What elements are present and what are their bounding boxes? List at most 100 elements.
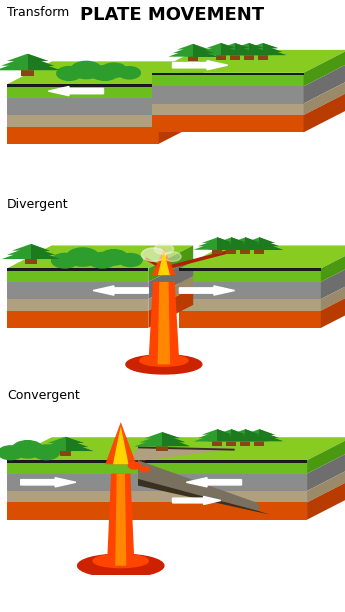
Polygon shape	[245, 237, 261, 243]
Polygon shape	[7, 282, 148, 299]
Polygon shape	[7, 61, 204, 84]
Polygon shape	[138, 479, 183, 520]
Polygon shape	[221, 43, 236, 48]
Polygon shape	[231, 429, 247, 435]
Polygon shape	[231, 237, 247, 243]
Polygon shape	[245, 429, 261, 435]
Polygon shape	[235, 45, 254, 52]
Polygon shape	[144, 432, 180, 438]
Polygon shape	[152, 86, 304, 103]
Circle shape	[100, 250, 128, 265]
Circle shape	[71, 61, 102, 78]
Polygon shape	[148, 245, 193, 282]
Polygon shape	[321, 259, 345, 299]
Polygon shape	[31, 248, 60, 259]
Polygon shape	[179, 282, 321, 299]
Polygon shape	[193, 46, 214, 53]
Polygon shape	[148, 259, 193, 299]
Polygon shape	[211, 47, 258, 55]
Ellipse shape	[93, 554, 148, 567]
Polygon shape	[247, 43, 278, 48]
Polygon shape	[179, 245, 345, 269]
Polygon shape	[205, 43, 236, 48]
Polygon shape	[152, 73, 304, 86]
Polygon shape	[38, 441, 93, 451]
Polygon shape	[231, 239, 251, 246]
Polygon shape	[7, 299, 148, 311]
Polygon shape	[159, 92, 204, 127]
Polygon shape	[263, 43, 278, 48]
Circle shape	[119, 253, 142, 267]
Polygon shape	[152, 115, 304, 132]
Polygon shape	[21, 64, 34, 76]
Polygon shape	[28, 56, 54, 65]
Ellipse shape	[140, 355, 188, 366]
Polygon shape	[162, 435, 185, 442]
Polygon shape	[245, 241, 269, 250]
Polygon shape	[7, 474, 138, 491]
FancyArrow shape	[21, 478, 76, 487]
Polygon shape	[263, 47, 286, 55]
Polygon shape	[304, 81, 345, 115]
Polygon shape	[162, 436, 190, 447]
Polygon shape	[66, 437, 83, 443]
Circle shape	[0, 446, 23, 460]
Polygon shape	[226, 437, 236, 446]
Polygon shape	[244, 237, 275, 243]
Polygon shape	[245, 433, 269, 441]
Polygon shape	[139, 435, 185, 442]
Polygon shape	[208, 433, 255, 441]
Circle shape	[154, 244, 174, 254]
Polygon shape	[138, 491, 307, 502]
Polygon shape	[7, 84, 159, 98]
Polygon shape	[138, 474, 307, 491]
Polygon shape	[259, 433, 283, 441]
Polygon shape	[217, 429, 233, 435]
Polygon shape	[7, 460, 138, 474]
Polygon shape	[217, 431, 237, 438]
Polygon shape	[138, 450, 183, 491]
Polygon shape	[7, 54, 48, 61]
Text: Transform: Transform	[7, 6, 69, 19]
Polygon shape	[138, 460, 307, 474]
Text: Convergent: Convergent	[7, 389, 80, 402]
Polygon shape	[152, 103, 304, 115]
Polygon shape	[231, 433, 255, 441]
Circle shape	[92, 65, 118, 80]
Polygon shape	[202, 237, 233, 243]
Polygon shape	[245, 431, 265, 438]
Polygon shape	[148, 288, 193, 328]
Polygon shape	[156, 441, 168, 452]
Polygon shape	[28, 59, 60, 70]
Circle shape	[12, 441, 43, 458]
Polygon shape	[304, 92, 345, 132]
Polygon shape	[2, 248, 60, 259]
Polygon shape	[249, 43, 264, 48]
Polygon shape	[221, 241, 269, 250]
FancyArrow shape	[179, 286, 235, 295]
Polygon shape	[198, 431, 237, 438]
Ellipse shape	[78, 554, 164, 577]
FancyArrow shape	[186, 478, 242, 487]
Polygon shape	[304, 63, 345, 103]
Polygon shape	[243, 45, 282, 52]
Polygon shape	[138, 460, 307, 463]
Polygon shape	[258, 51, 268, 59]
Polygon shape	[226, 431, 265, 438]
Polygon shape	[217, 241, 241, 250]
Polygon shape	[7, 311, 148, 328]
Polygon shape	[66, 439, 88, 447]
Polygon shape	[212, 239, 251, 246]
Polygon shape	[229, 45, 268, 52]
Polygon shape	[217, 239, 237, 246]
Polygon shape	[321, 245, 345, 282]
Polygon shape	[236, 433, 283, 441]
Polygon shape	[7, 115, 159, 127]
Polygon shape	[48, 437, 83, 443]
FancyArrow shape	[172, 61, 228, 70]
Circle shape	[140, 467, 149, 472]
FancyArrow shape	[172, 496, 221, 504]
Polygon shape	[240, 431, 279, 438]
Text: Divergent: Divergent	[7, 198, 69, 211]
Polygon shape	[231, 241, 255, 250]
